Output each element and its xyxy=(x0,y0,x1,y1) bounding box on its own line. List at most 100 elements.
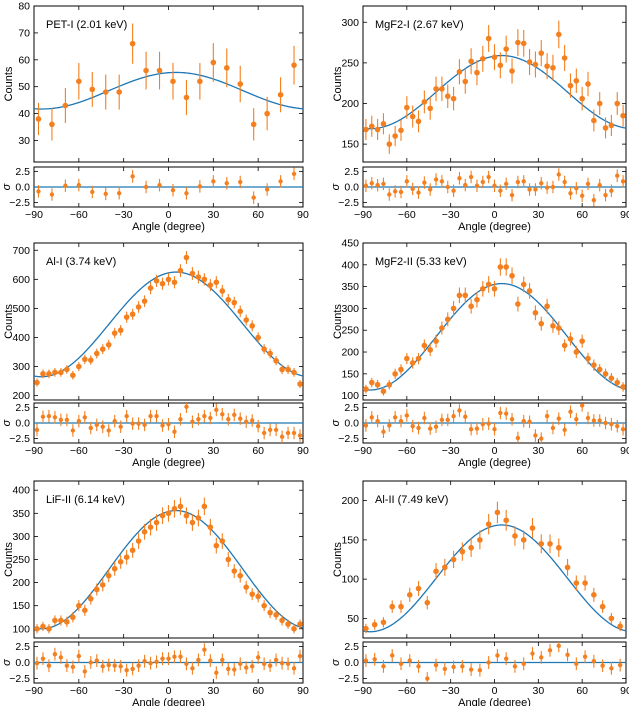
residual-point xyxy=(445,184,450,190)
residual-point xyxy=(460,664,465,669)
data-point xyxy=(444,93,451,99)
x-tick-label: 0 xyxy=(492,685,498,697)
residual-point xyxy=(620,427,626,432)
residual-point xyxy=(88,425,93,431)
residual-point xyxy=(154,413,159,419)
data-point xyxy=(219,538,226,544)
data-point xyxy=(474,296,480,303)
data-point xyxy=(591,362,597,368)
data-point xyxy=(237,572,244,579)
residual-point xyxy=(492,427,497,432)
data-point xyxy=(544,303,550,310)
residual-point xyxy=(142,659,147,664)
data-point xyxy=(82,356,88,363)
residual-point xyxy=(556,643,561,649)
data-point xyxy=(225,556,232,563)
data-point xyxy=(550,64,556,71)
x-axis-label: Angle (degree) xyxy=(458,697,531,706)
data-point xyxy=(573,349,580,355)
residual-point xyxy=(172,429,177,434)
residual-point xyxy=(451,664,456,670)
data-point xyxy=(585,355,591,362)
data-point xyxy=(474,69,480,76)
data-point xyxy=(64,619,70,625)
data-point xyxy=(392,133,398,139)
data-point xyxy=(147,285,154,291)
residual-point xyxy=(433,662,439,668)
residual-point xyxy=(118,664,123,669)
residual-point xyxy=(509,417,515,422)
data-point xyxy=(596,100,603,107)
residual-point xyxy=(609,188,614,193)
y-tick-label: 250 xyxy=(341,325,359,337)
x-axis-label: Angle (degree) xyxy=(132,221,205,233)
data-point xyxy=(76,78,82,85)
residual-point xyxy=(46,413,52,419)
residual-point xyxy=(249,664,255,669)
residual-point xyxy=(521,179,526,184)
data-point xyxy=(285,621,291,627)
data-point xyxy=(225,296,232,303)
x-tick-label: 90 xyxy=(620,209,629,221)
model-curve xyxy=(33,271,304,378)
residual-point xyxy=(82,669,88,674)
data-point xyxy=(111,330,118,336)
data-point xyxy=(111,565,118,572)
residual-point xyxy=(539,655,544,660)
data-point xyxy=(561,342,568,349)
data-point xyxy=(156,67,163,74)
data-point xyxy=(34,379,40,386)
y-tick-label: 400 xyxy=(12,485,30,497)
data-point xyxy=(46,625,52,632)
residual-point xyxy=(208,658,213,663)
residual-point xyxy=(515,435,521,441)
x-tick-label: −30 xyxy=(115,209,133,221)
residual-point xyxy=(547,648,553,653)
data-point xyxy=(389,603,396,610)
data-point xyxy=(195,515,202,521)
residual-point xyxy=(392,415,398,420)
residual-point xyxy=(238,416,243,421)
residual-point xyxy=(533,187,538,192)
residual-point xyxy=(457,176,462,181)
data-point xyxy=(424,599,431,606)
data-point xyxy=(427,347,434,353)
data-point xyxy=(243,584,250,591)
residual-point xyxy=(124,667,129,673)
data-point xyxy=(267,350,273,357)
x-tick-label: 60 xyxy=(576,445,588,457)
data-point xyxy=(99,582,106,588)
data-point xyxy=(34,625,40,632)
data-point xyxy=(608,122,615,129)
residual-point xyxy=(112,418,117,424)
data-point xyxy=(64,366,70,373)
data-point xyxy=(462,292,469,299)
x-tick-label: 90 xyxy=(297,685,309,697)
residual-point xyxy=(184,191,189,196)
residual-point xyxy=(106,428,111,433)
residual-tick-label: 2.5 xyxy=(344,641,359,653)
residual-point xyxy=(170,187,176,193)
data-point xyxy=(250,121,257,128)
data-point xyxy=(608,615,615,622)
y-tick-label: 150 xyxy=(341,139,359,151)
residual-point xyxy=(585,415,591,421)
x-tick-label: 90 xyxy=(297,209,309,221)
data-point xyxy=(117,559,124,565)
data-point xyxy=(456,292,463,299)
residual-point xyxy=(202,413,207,419)
residual-point xyxy=(160,656,165,661)
data-point xyxy=(491,54,498,60)
data-point xyxy=(177,267,184,274)
residual-point xyxy=(178,654,183,659)
data-point xyxy=(529,525,536,531)
residual-point xyxy=(279,434,285,439)
data-point xyxy=(532,61,539,68)
data-point xyxy=(567,82,574,89)
data-point xyxy=(582,580,588,586)
x-tick-label: −30 xyxy=(115,685,133,697)
data-point xyxy=(277,91,284,98)
x-tick-label: 30 xyxy=(207,445,219,457)
residual-point xyxy=(34,427,40,433)
residual-point xyxy=(363,423,369,428)
